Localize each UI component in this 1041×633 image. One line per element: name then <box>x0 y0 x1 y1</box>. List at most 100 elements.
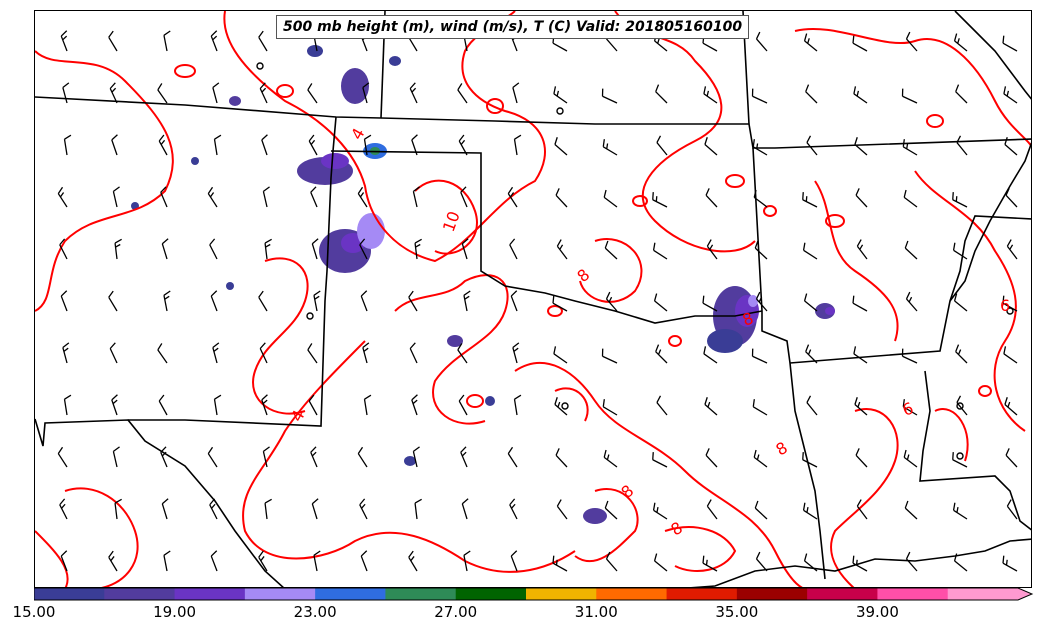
wind-barb <box>461 238 469 260</box>
calm-wind-marker <box>556 107 564 115</box>
wind-barb <box>308 134 318 156</box>
wind-barb <box>705 188 718 208</box>
wind-barb <box>362 82 370 104</box>
wind-barb <box>1004 137 1018 156</box>
wind-barb <box>656 135 668 156</box>
wind-barb <box>652 192 668 208</box>
temperature-contour <box>614 11 756 253</box>
colorbar-segment <box>736 588 808 600</box>
wind-barb <box>360 290 368 312</box>
wind-barb <box>554 397 568 416</box>
boundary-line <box>789 215 1031 364</box>
wind-barb <box>507 446 518 468</box>
temperature-contour <box>414 179 478 255</box>
wind-barb <box>311 238 319 260</box>
wind-barb <box>601 88 618 104</box>
wind-barb <box>460 186 468 208</box>
colorbar-segment <box>526 588 597 600</box>
temperature-contour <box>514 361 803 587</box>
colorbar-segment <box>104 588 176 600</box>
wind-barb <box>212 82 220 104</box>
calm-wind-marker <box>956 402 964 410</box>
wind-speed-blob <box>389 56 401 66</box>
colorbar-segment <box>947 588 1032 600</box>
wind-barb <box>904 240 918 260</box>
temperature-contour <box>486 98 504 114</box>
wind-barb <box>259 342 268 364</box>
wind-barb <box>854 397 868 416</box>
wind-barb <box>213 134 222 156</box>
wind-barb <box>209 238 218 260</box>
temperature-contour <box>276 84 294 98</box>
wind-barb <box>952 452 968 468</box>
wind-barb <box>902 139 918 156</box>
wind-barb <box>210 30 218 52</box>
wind-barb <box>313 550 321 572</box>
wind-barb <box>752 139 768 156</box>
temperature-contour <box>554 387 589 422</box>
wind-barb <box>412 446 420 468</box>
wind-barb <box>852 295 868 312</box>
wind-barb <box>953 553 968 572</box>
temperature-contour <box>64 487 139 587</box>
colorbar-tick-label: 19.00 <box>153 603 197 621</box>
wind-barb <box>653 293 668 312</box>
wind-barb <box>555 448 568 468</box>
wind-barb <box>57 446 68 468</box>
wind-barb <box>163 550 171 572</box>
wind-speed-blob <box>321 153 349 169</box>
wind-barb <box>357 446 368 468</box>
wind-speed-blob <box>825 307 835 315</box>
wind-barb <box>901 348 918 364</box>
wind-barb <box>411 134 418 156</box>
wind-barb <box>802 452 818 468</box>
temperature-contour-layer <box>35 11 1031 587</box>
wind-barb <box>63 134 72 156</box>
wind-barb <box>956 135 968 156</box>
temperature-contour <box>668 335 682 347</box>
temperature-contour <box>794 27 1031 148</box>
wind-barb <box>62 82 70 104</box>
colorbar-tick-label: 35.00 <box>715 603 759 621</box>
wind-barb <box>902 399 918 416</box>
wind-barb <box>457 83 468 104</box>
wind-barb <box>414 498 422 520</box>
colorbar <box>34 588 1034 601</box>
wind-barb <box>114 238 122 260</box>
wind-speed-blob <box>341 68 369 104</box>
contour-value-label: 4 <box>347 125 369 143</box>
calm-wind-marker <box>1006 307 1014 315</box>
calm-wind-marker <box>306 312 314 320</box>
boundary-line <box>128 116 337 427</box>
wind-barb <box>552 295 568 312</box>
wind-barb <box>57 186 68 208</box>
colorbar-tick-label: 31.00 <box>574 603 618 621</box>
colorbar-segment <box>34 588 105 600</box>
wind-barb <box>258 30 268 52</box>
wind-barb <box>109 82 118 104</box>
wind-barb <box>408 550 418 572</box>
temperature-contour <box>223 11 546 263</box>
wind-barb <box>513 394 522 416</box>
wind-barb <box>605 551 618 572</box>
wind-barb <box>903 189 918 208</box>
wind-barb <box>903 449 918 468</box>
wind-barb <box>803 33 818 52</box>
wind-barb <box>457 343 468 364</box>
wind-barb <box>853 86 868 104</box>
wind-barb <box>853 346 868 364</box>
wind-barb <box>705 448 718 468</box>
wind-barb <box>803 293 818 312</box>
temperature-contour <box>242 340 576 573</box>
colorbar-segment <box>315 588 386 600</box>
temperature-contour <box>814 180 899 342</box>
wind-barb <box>602 399 618 416</box>
contour-value-label: 8 <box>668 518 686 540</box>
wind-barb <box>114 498 122 520</box>
wind-barb <box>313 290 321 312</box>
wind-barb <box>751 348 768 364</box>
wind-barb <box>262 186 270 208</box>
wind-barb <box>901 88 918 104</box>
wind-barb <box>603 449 618 468</box>
calm-wind-marker <box>561 402 569 410</box>
